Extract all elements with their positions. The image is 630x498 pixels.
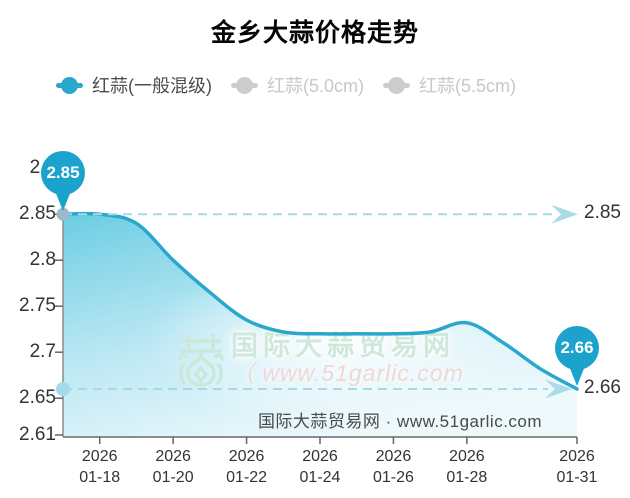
axis-dot-end <box>56 382 70 396</box>
ref-line-label-high: 2.85 <box>584 202 621 224</box>
source-text: 国际大蒜贸易网 · www.51garlic.com <box>210 407 590 432</box>
start-price-pin-value: 2.85 <box>41 151 85 195</box>
price-line <box>63 214 577 389</box>
ref-arrow-icon <box>551 205 578 224</box>
pin-tail <box>55 191 71 211</box>
pin-tail <box>569 366 585 386</box>
garlic-price-trend-page: 金乡大蒜价格走势 红蒜(一般混级) 红蒜(5.0cm) 红蒜(5.5cm) <box>0 0 630 498</box>
start-price-pin: 2.85 <box>41 151 85 211</box>
end-price-pin: 2.66 <box>555 326 599 386</box>
end-price-pin-value: 2.66 <box>555 326 599 370</box>
